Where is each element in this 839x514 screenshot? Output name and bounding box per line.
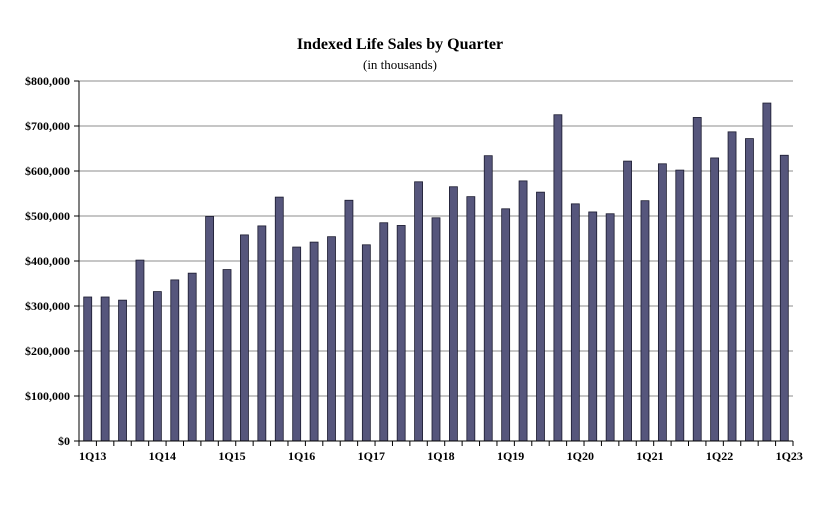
bar-1Q14	[152, 291, 162, 442]
x-tick-label: 1Q16	[288, 449, 315, 463]
bar-4Q19	[553, 114, 563, 442]
y-tick-label: $700,000	[25, 119, 70, 133]
bar-3Q22	[745, 138, 754, 442]
bar-4Q20	[623, 160, 632, 442]
x-tick-label: 1Q22	[706, 449, 733, 463]
bar-2Q19	[518, 180, 528, 442]
y-tick-label: $300,000	[25, 299, 70, 313]
bar-1Q20	[570, 203, 580, 442]
bar-2Q21	[657, 163, 667, 442]
bar-4Q17	[414, 181, 423, 442]
chart-subtitle: (in thousands)	[362, 57, 438, 72]
bar-1Q15	[222, 269, 232, 442]
bar-2Q15	[240, 234, 249, 442]
bar-1Q18	[431, 217, 441, 442]
bar-3Q13	[118, 299, 127, 442]
axes	[78, 81, 794, 446]
bar-2Q14	[170, 279, 180, 442]
y-tick-label: $600,000	[25, 164, 70, 178]
bar-4Q21	[692, 117, 702, 442]
bar-3Q16	[327, 236, 336, 442]
y-tick-label: $100,000	[25, 389, 70, 403]
bar-4Q14	[205, 216, 215, 442]
bar-4Q16	[344, 199, 354, 442]
bar-2Q13	[100, 296, 110, 442]
y-tick-label: $200,000	[25, 344, 70, 358]
y-axis-tick-labels: $0 $100,000 $200,000 $300,000 $400,000 $500,0…	[25, 74, 70, 448]
x-tick-label: 1Q14	[149, 449, 176, 463]
x-tick-label: 1Q19	[497, 449, 524, 463]
bar-3Q14	[187, 272, 197, 442]
bar-3Q19	[536, 191, 545, 442]
bar-4Q13	[135, 259, 145, 442]
x-tick-label: 1Q13	[79, 449, 106, 463]
y-tick-label: $400,000	[25, 254, 70, 268]
bar-2Q22	[727, 131, 737, 442]
x-tick-label: 1Q20	[567, 449, 594, 463]
bar-1Q17	[361, 244, 371, 442]
bar-2Q20	[588, 211, 598, 442]
x-tick-label: 1Q23	[776, 449, 803, 463]
bar-2Q16	[309, 241, 319, 442]
bar-3Q18	[466, 196, 476, 442]
bar-3Q21	[675, 169, 685, 442]
y-tick-label: $800,000	[25, 74, 70, 88]
bar-1Q16	[292, 246, 302, 442]
bar-3Q20	[605, 213, 615, 442]
y-tick-label: $500,000	[25, 209, 70, 223]
x-tick-label: 1Q17	[358, 449, 385, 463]
bar-4Q18	[483, 155, 493, 442]
bar-3Q17	[396, 225, 406, 442]
y-tick-label: $0	[58, 434, 70, 448]
bars	[83, 102, 789, 442]
bar-1Q22	[710, 157, 720, 442]
bar-1Q23	[779, 154, 789, 442]
chart-title: Indexed Life Sales by Quarter	[296, 36, 504, 53]
bar-1Q13	[83, 296, 93, 442]
bar-1Q21	[640, 200, 650, 442]
x-tick-label: 1Q18	[427, 449, 454, 463]
bar-1Q19	[501, 208, 511, 442]
x-tick-label: 1Q21	[636, 449, 663, 463]
bar-3Q15	[257, 225, 267, 442]
bar-2Q17	[379, 222, 389, 442]
gridlines	[74, 80, 793, 442]
x-axis-tick-labels: 1Q13 1Q14 1Q15 1Q16 1Q17 1Q18 1Q19 1Q20 1Q21 1Q22…	[79, 449, 803, 463]
x-tick-label: 1Q15	[218, 449, 245, 463]
bar-4Q15	[274, 196, 284, 442]
bar-2Q18	[449, 186, 458, 442]
bar-4Q22	[762, 102, 772, 442]
